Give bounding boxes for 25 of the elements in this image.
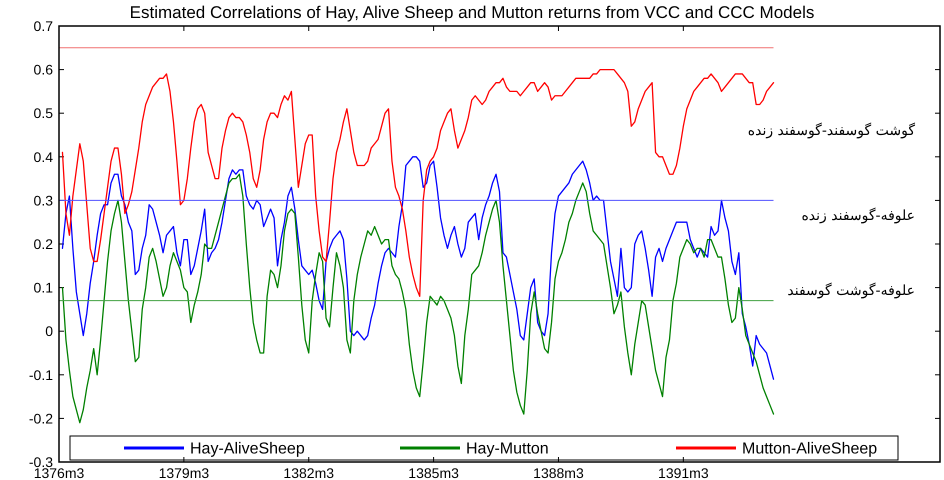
y-tick-label: 0.7 [34, 18, 54, 34]
chart-title: Estimated Correlations of Hay, Alive Sheep and Mutton returns from VCC and CCC Models [130, 3, 814, 22]
y-tick-label: 0.2 [34, 236, 54, 252]
y-tick-label: 0.6 [34, 62, 54, 78]
x-tick-label: 1379m3 [158, 465, 210, 480]
annotation: علوفه-گوسفند زنده [801, 207, 915, 224]
y-tick-label: -0.2 [28, 410, 54, 426]
y-tick-label: 0.3 [34, 192, 54, 208]
y-tick-label: 0.5 [34, 105, 54, 122]
x-tick-label: 1388m3 [533, 465, 584, 480]
line-series [62, 156, 774, 380]
y-tick-label: 0 [45, 323, 54, 340]
annotation: گوشت گوسفند-گوسفند زنده [748, 122, 916, 139]
y-tick-label: 0.1 [34, 280, 54, 296]
y-tick-label: -0.1 [28, 366, 54, 383]
x-tick-label: 1385m3 [408, 465, 460, 480]
legend-label: Hay-AliveSheep [190, 440, 305, 458]
legend-label: Hay-Mutton [466, 440, 549, 458]
line-series [62, 174, 774, 424]
annotation: علوفه-گوشت گوسفند [787, 282, 915, 299]
line-series [62, 68, 774, 297]
y-tick-label: 0.4 [34, 148, 54, 165]
x-tick-label: 1382m3 [283, 465, 334, 480]
legend-label: Mutton-AliveSheep [742, 440, 878, 458]
x-tick-label: 1391m3 [658, 465, 709, 480]
